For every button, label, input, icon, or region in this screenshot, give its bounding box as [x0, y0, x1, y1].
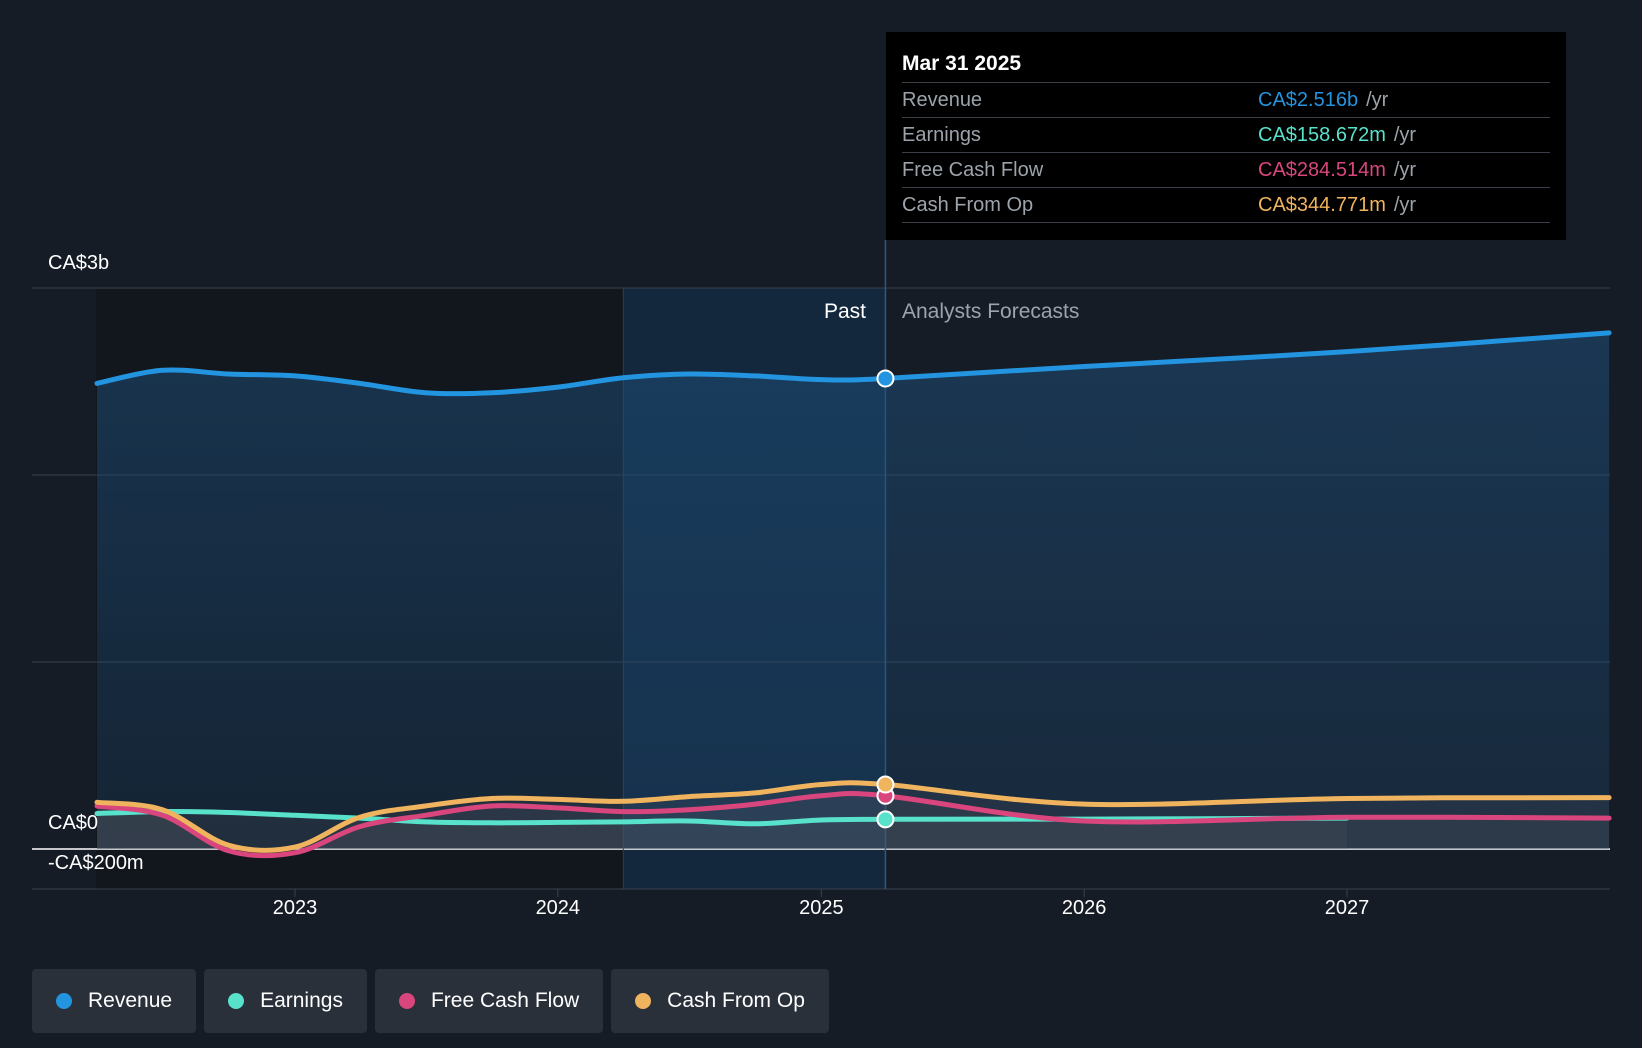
y-tick-label-zero: CA$0 — [48, 812, 99, 834]
tooltip-row-earnings: Earnings CA$158.672m /yr — [902, 117, 1550, 152]
tooltip-unit: /yr — [1393, 124, 1417, 146]
cash-from-op-marker[interactable] — [876, 775, 895, 794]
tooltip-label: Revenue — [902, 89, 983, 111]
legend-label: Earnings — [260, 989, 343, 1012]
x-tick-label-2026: 2026 — [1062, 897, 1107, 919]
cash-from-op-line — [94, 780, 1612, 853]
earnings-marker[interactable] — [876, 810, 895, 829]
x-tick-label-2024: 2024 — [536, 897, 581, 919]
legend-dot-icon — [56, 993, 72, 1009]
y-tick-label-negative: -CA$200m — [48, 852, 144, 874]
cash-from-op-area — [97, 782, 1610, 851]
chart-legend: Revenue Earnings Free Cash Flow Cash Fro… — [32, 969, 829, 1033]
forecast-label: Analysts Forecasts — [902, 300, 1080, 323]
earnings-line — [94, 809, 1350, 827]
x-tick-label-2023: 2023 — [273, 897, 318, 919]
legend-label: Free Cash Flow — [430, 989, 580, 1012]
tooltip-label: Free Cash Flow — [902, 159, 1044, 181]
past-label: Past — [824, 300, 867, 323]
legend-item-revenue[interactable]: Revenue — [32, 969, 197, 1033]
revenue-line — [94, 330, 1612, 397]
data-tooltip: Mar 31 2025 Revenue CA$2.516b /yr Earnin… — [886, 32, 1566, 240]
tooltip-row-free-cash-flow: Free Cash Flow CA$284.514m /yr — [902, 152, 1550, 187]
legend-label: Revenue — [88, 989, 173, 1012]
free-cash-flow-line — [94, 791, 1612, 859]
legend-item-cash-from-op[interactable]: Cash From Op — [611, 969, 829, 1033]
revenue-marker[interactable] — [876, 369, 895, 388]
tooltip-label: Cash From Op — [902, 194, 1034, 216]
tooltip-value: CA$158.672m — [1258, 124, 1386, 146]
tooltip-unit: /yr — [1393, 194, 1417, 216]
tooltip-unit: /yr — [1393, 159, 1417, 181]
legend-dot-icon — [398, 993, 415, 1009]
tooltip-value: CA$284.514m — [1258, 159, 1386, 181]
legend-label: Cash From Op — [667, 989, 805, 1012]
x-tick-label-2025: 2025 — [799, 897, 844, 919]
tooltip-label: Earnings — [902, 124, 981, 146]
revenue-area — [97, 332, 1610, 849]
tooltip-value: CA$344.771m — [1258, 194, 1386, 216]
legend-item-earnings[interactable]: Earnings — [204, 969, 367, 1033]
x-tick-label-2027: 2027 — [1325, 897, 1370, 919]
tooltip-value: CA$2.516b — [1258, 89, 1359, 111]
tooltip-row-revenue: Revenue CA$2.516b /yr — [902, 82, 1550, 117]
tooltip-date: Mar 31 2025 — [902, 52, 1022, 75]
tooltip-unit: /yr — [1366, 89, 1389, 111]
legend-dot-icon — [635, 993, 652, 1009]
tooltip-row-cash-from-op: Cash From Op CA$344.771m /yr — [902, 187, 1550, 223]
y-tick-label-top: CA$3b — [48, 252, 110, 274]
legend-item-free-cash-flow[interactable]: Free Cash Flow — [374, 969, 604, 1033]
legend-dot-icon — [228, 993, 245, 1009]
